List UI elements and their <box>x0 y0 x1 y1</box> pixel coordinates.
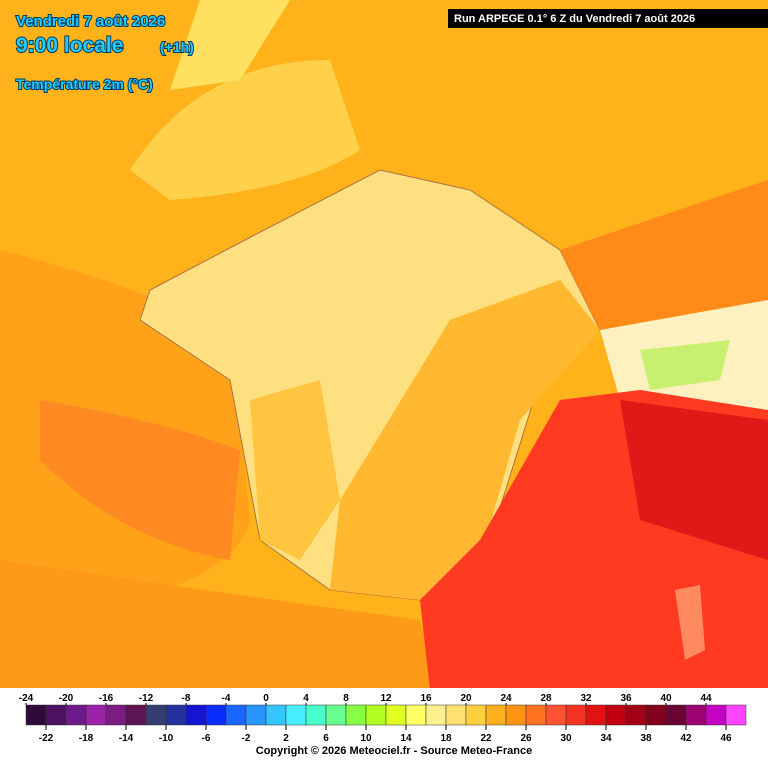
legend-swatch <box>705 704 727 726</box>
legend-swatch <box>325 704 347 726</box>
italy <box>620 400 768 560</box>
legend-swatch <box>625 704 647 726</box>
legend-swatch <box>105 704 127 726</box>
run-box <box>448 9 768 28</box>
legend-swatch <box>665 704 687 726</box>
legend-swatch <box>25 704 47 726</box>
legend-tick-label: -18 <box>79 733 94 744</box>
england <box>130 60 360 200</box>
legend-tick-label: 32 <box>580 693 592 704</box>
offset-label: (+1h) <box>160 39 194 55</box>
legend-tick-label: 2 <box>283 733 289 744</box>
legend-tick-label: 10 <box>360 733 372 744</box>
legend-tick-label: 44 <box>700 693 712 704</box>
legend-swatch <box>205 704 227 726</box>
legend-tick-label: -20 <box>59 693 74 704</box>
legend-swatch <box>65 704 87 726</box>
legend-tick-label: -14 <box>119 733 134 744</box>
legend-swatch <box>85 704 107 726</box>
copyright: Copyright © 2026 Meteociel.fr - Source M… <box>256 745 532 757</box>
legend-swatch <box>585 704 607 726</box>
spain <box>0 560 440 690</box>
legend-tick-label: -16 <box>99 693 114 704</box>
warm-sea <box>40 400 240 560</box>
legend-swatch <box>365 704 387 726</box>
legend-swatch <box>45 704 67 726</box>
legend-tick-label: -10 <box>159 733 174 744</box>
legend-tick-label: 46 <box>720 733 732 744</box>
legend-swatch <box>245 704 267 726</box>
date-label: Vendredi 7 août 2026 <box>16 13 165 30</box>
alps-peaks <box>640 340 730 390</box>
legend-tick-label: 42 <box>680 733 692 744</box>
legend-swatch <box>645 704 667 726</box>
legend-swatch <box>425 704 447 726</box>
legend-swatch <box>265 704 287 726</box>
variable-label: Température 2m (°C) <box>16 76 153 92</box>
legend-tick-label: 38 <box>640 733 652 744</box>
legend-swatch <box>185 704 207 726</box>
legend-tick-label: -24 <box>19 693 34 704</box>
legend-tick-label: -4 <box>222 693 231 704</box>
france-east <box>330 280 600 600</box>
legend-swatch <box>305 704 327 726</box>
legend-swatch <box>485 704 507 726</box>
legend-swatch <box>465 704 487 726</box>
time-label: 9:00 locale <box>16 34 123 57</box>
legend-swatch <box>525 704 547 726</box>
legend-tick-label: 20 <box>460 693 472 704</box>
legend-swatch <box>725 704 747 726</box>
legend-swatch <box>445 704 467 726</box>
legend-swatch <box>165 704 187 726</box>
legend-swatch <box>145 704 167 726</box>
corsica <box>675 585 705 660</box>
legend-swatch <box>405 704 427 726</box>
legend-swatch <box>385 704 407 726</box>
map-layers <box>0 0 768 690</box>
legend-tick-label: 18 <box>440 733 452 744</box>
legend-tick-label: -6 <box>202 733 211 744</box>
legend-tick-label: -12 <box>139 693 154 704</box>
legend-swatch <box>605 704 627 726</box>
legend-tick-label: 36 <box>620 693 632 704</box>
legend-swatch <box>225 704 247 726</box>
legend-swatch <box>685 704 707 726</box>
legend-tick-label: 6 <box>323 733 329 744</box>
legend-tick-label: 8 <box>343 693 349 704</box>
legend-tick-label: 28 <box>540 693 552 704</box>
legend-panel <box>0 688 768 768</box>
legend-swatch <box>345 704 367 726</box>
legend-tick-label: 14 <box>400 733 412 744</box>
legend-tick-label: -8 <box>182 693 191 704</box>
france-southwest <box>250 380 340 560</box>
legend-tick-label: 34 <box>600 733 612 744</box>
legend-swatch <box>565 704 587 726</box>
legend-tick-label: 22 <box>480 733 492 744</box>
legend-tick-label: -22 <box>39 733 54 744</box>
legend-tick-label: 4 <box>303 693 309 704</box>
wales <box>170 0 290 90</box>
legend: -24-22-20-18-16-14-12-10-8-6-4-202468101… <box>19 693 747 744</box>
legend-swatch <box>125 704 147 726</box>
legend-tick-label: 24 <box>500 693 512 704</box>
germany-south <box>560 180 768 330</box>
legend-tick-label: 30 <box>560 733 572 744</box>
legend-tick-label: 40 <box>660 693 672 704</box>
legend-swatch <box>505 704 527 726</box>
run-label: Run ARPEGE 0.1° 6 Z du Vendredi 7 août 2… <box>454 13 695 25</box>
legend-tick-label: 0 <box>263 693 269 704</box>
legend-swatch <box>285 704 307 726</box>
legend-tick-label: 16 <box>420 693 432 704</box>
legend-tick-label: -2 <box>242 733 251 744</box>
legend-tick-label: 12 <box>380 693 392 704</box>
legend-tick-label: 26 <box>520 733 532 744</box>
legend-swatch <box>545 704 567 726</box>
